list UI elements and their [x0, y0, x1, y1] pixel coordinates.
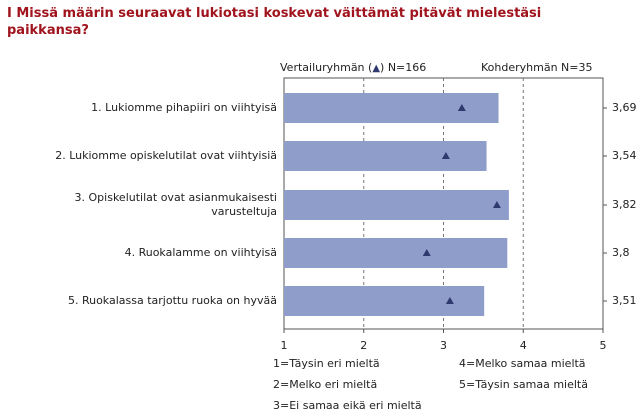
bar-1 [284, 93, 499, 123]
tick-label-1: 1 [280, 339, 288, 352]
bar-2 [284, 141, 487, 171]
row-value-3: 3,82 [612, 198, 637, 211]
row-value-1: 3,69 [612, 101, 637, 114]
row-label-3: 3. Opiskelutilat ovat asianmukaisesti va… [74, 191, 277, 218]
tick-label-2: 2 [360, 339, 368, 352]
comparison-marker-5 [445, 297, 454, 304]
comparison-prefix: Vertailuryhmän ( [280, 61, 373, 74]
legend-item-3: 3=Ei samaa eikä eri mieltä [273, 399, 422, 412]
legend-item-1: 1=Täysin eri mieltä [273, 357, 380, 370]
comparison-suffix: ) N=166 [380, 61, 427, 74]
row-value-2: 3,54 [612, 149, 637, 162]
comparison-marker-1 [457, 104, 466, 111]
tick-label-4: 4 [519, 339, 527, 352]
comparison-marker-4 [422, 249, 431, 256]
row-label-4: 4. Ruokalamme on viihtyisä [124, 246, 277, 259]
comparison-marker-2 [441, 152, 450, 159]
row-label-2: 2. Lukiomme opiskelutilat ovat viihtyisi… [55, 149, 277, 162]
tick-label-3: 3 [440, 339, 447, 352]
target-group-header: Kohderyhmän N=35 [481, 61, 593, 74]
legend-item-4: 4=Melko samaa mieltä [459, 357, 586, 370]
bar-4 [284, 238, 508, 268]
row-value-4: 3,8 [612, 246, 630, 259]
comparison-group-header: Vertailuryhmän (▲) N=166 [280, 61, 426, 74]
tick-label-5: 5 [599, 339, 607, 352]
page-title: I Missä määrin seuraavat lukiotasi koske… [7, 6, 542, 38]
legend-item-2: 2=Melko eri mieltä [273, 378, 378, 391]
row-label-5: 5. Ruokalassa tarjottu ruoka on hyvää [67, 294, 277, 307]
bar-3 [284, 190, 509, 220]
bar-5 [284, 286, 485, 316]
triangle-icon: ▲ [372, 63, 381, 74]
comparison-marker-3 [492, 201, 501, 208]
row-label-1: 1. Lukiomme pihapiiri on viihtyisä [91, 101, 277, 114]
legend-item-5: 5=Täysin samaa mieltä [459, 378, 588, 391]
row-value-5: 3,51 [612, 294, 637, 307]
